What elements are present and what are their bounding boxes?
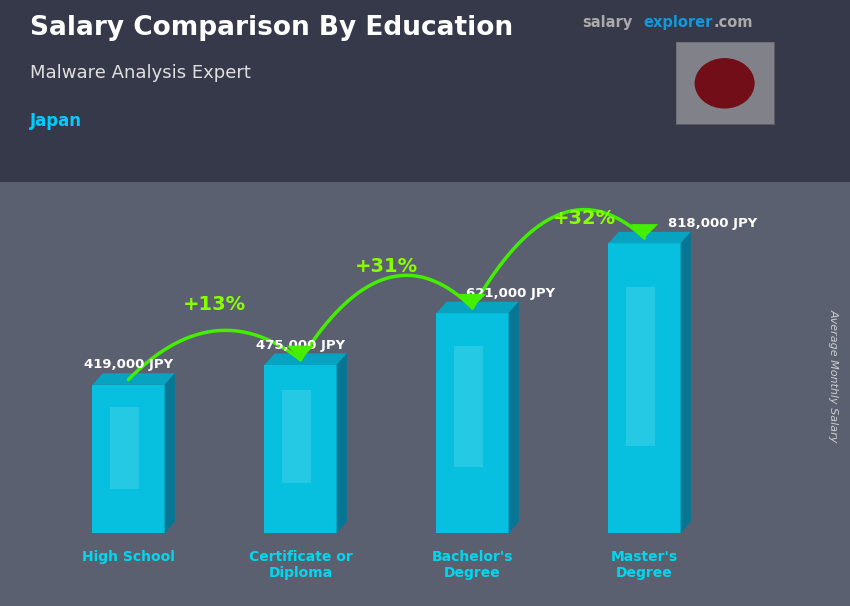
Polygon shape	[609, 244, 681, 533]
Polygon shape	[508, 302, 518, 533]
Text: salary: salary	[582, 15, 632, 30]
Polygon shape	[337, 353, 347, 533]
Polygon shape	[626, 287, 655, 447]
Polygon shape	[264, 365, 337, 533]
Text: explorer: explorer	[643, 15, 713, 30]
Text: 621,000 JPY: 621,000 JPY	[466, 287, 555, 300]
Text: 818,000 JPY: 818,000 JPY	[668, 217, 757, 230]
Text: Salary Comparison By Education: Salary Comparison By Education	[30, 15, 513, 41]
Polygon shape	[264, 353, 347, 365]
Circle shape	[695, 59, 754, 108]
Polygon shape	[93, 385, 165, 533]
Text: Japan: Japan	[30, 112, 82, 130]
Text: 419,000 JPY: 419,000 JPY	[84, 358, 173, 371]
Polygon shape	[165, 373, 175, 533]
Polygon shape	[681, 232, 691, 533]
Polygon shape	[93, 373, 175, 385]
Text: +32%: +32%	[552, 209, 615, 228]
Polygon shape	[436, 313, 508, 533]
Polygon shape	[455, 346, 484, 467]
Polygon shape	[631, 224, 658, 238]
Polygon shape	[609, 232, 691, 244]
Polygon shape	[286, 345, 314, 360]
Polygon shape	[110, 407, 139, 489]
Text: 475,000 JPY: 475,000 JPY	[256, 339, 345, 351]
Text: Malware Analysis Expert: Malware Analysis Expert	[30, 64, 251, 82]
Polygon shape	[282, 390, 311, 483]
Text: Average Monthly Salary: Average Monthly Salary	[829, 309, 839, 442]
Polygon shape	[436, 302, 518, 313]
Text: .com: .com	[713, 15, 752, 30]
Polygon shape	[459, 294, 486, 308]
Text: +13%: +13%	[183, 295, 246, 314]
Text: +31%: +31%	[355, 258, 418, 276]
